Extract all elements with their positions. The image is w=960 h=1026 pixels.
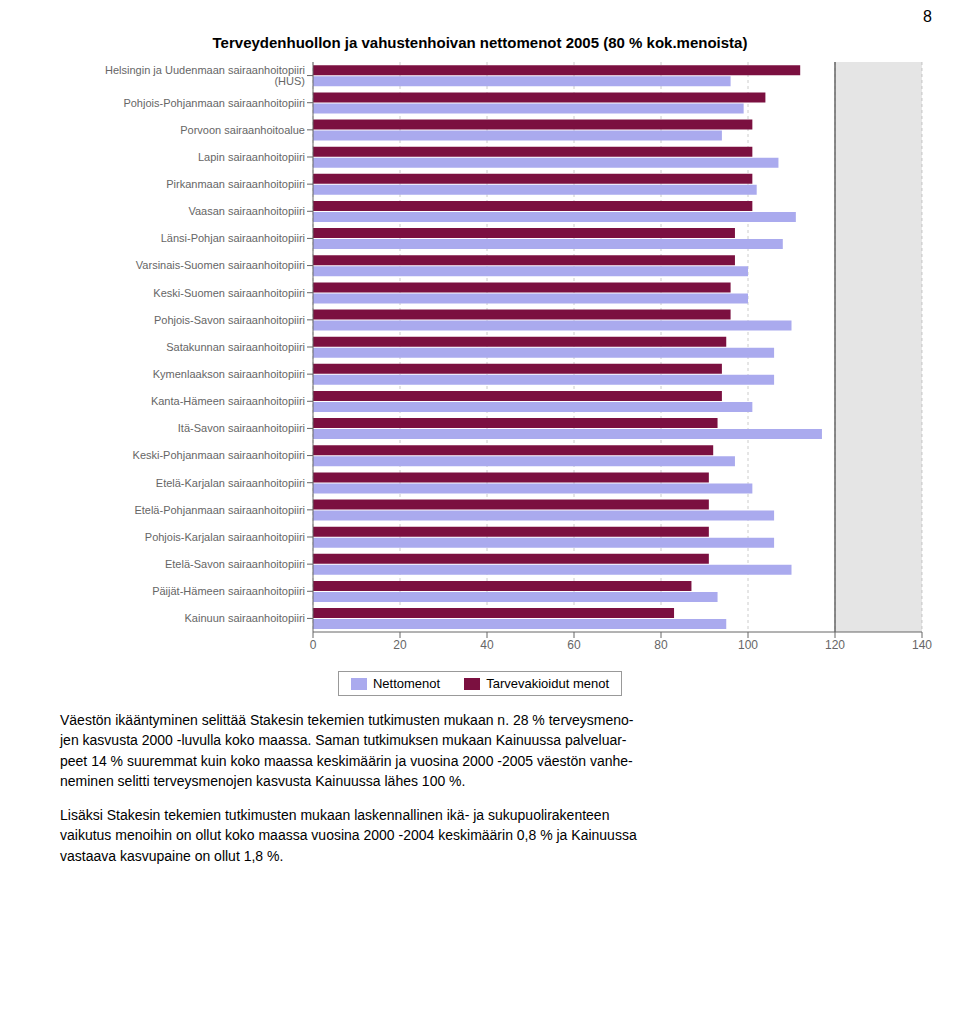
- svg-text:120: 120: [825, 638, 845, 652]
- svg-text:Itä-Savon sairaanhoitopiiri: Itä-Savon sairaanhoitopiiri: [178, 422, 305, 434]
- svg-text:140: 140: [912, 638, 932, 652]
- html-text:8: 8: [923, 8, 932, 25]
- html-text:Lisäksi Stakesin tekemien tutk: Lisäksi Stakesin tekemien tutkimusten mu…: [60, 807, 637, 864]
- html-text:Nettomenot: Nettomenot: [373, 676, 441, 691]
- svg-text:Pohjois-Karjalan sairaanhoitop: Pohjois-Karjalan sairaanhoitopiiri: [145, 531, 305, 543]
- svg-text:Kanta-Hämeen sairaanhoitopiiri: Kanta-Hämeen sairaanhoitopiiri: [151, 395, 305, 407]
- html-text:Tarvevakioidut menot: Tarvevakioidut menot: [486, 676, 609, 691]
- svg-text:Vaasan sairaanhoitopiiri: Vaasan sairaanhoitopiiri: [188, 205, 305, 217]
- svg-text:Keski-Suomen sairaanhoitopiiri: Keski-Suomen sairaanhoitopiiri: [153, 287, 305, 299]
- svg-text:Etelä-Savon sairaanhoitopiiri: Etelä-Savon sairaanhoitopiiri: [165, 558, 305, 570]
- svg-text:Etelä-Karjalan sairaanhoitopii: Etelä-Karjalan sairaanhoitopiiri: [156, 477, 305, 489]
- svg-text:40: 40: [480, 638, 494, 652]
- svg-text:Varsinais-Suomen sairaanhoitop: Varsinais-Suomen sairaanhoitopiiri: [136, 259, 305, 271]
- svg-text:Kymenlaakson sairaanhoitopiiri: Kymenlaakson sairaanhoitopiiri: [153, 368, 305, 380]
- svg-text:Satakunnan sairaanhoitopiiri: Satakunnan sairaanhoitopiiri: [166, 341, 305, 353]
- svg-text:Länsi-Pohjan sairaanhoitopiiri: Länsi-Pohjan sairaanhoitopiiri: [161, 232, 305, 244]
- svg-text:0: 0: [310, 638, 317, 652]
- svg-text:Helsingin ja Uudenmaan sairaan: Helsingin ja Uudenmaan sairaanhoitopiiri…: [105, 64, 305, 87]
- svg-text:20: 20: [393, 638, 407, 652]
- svg-text:60: 60: [567, 638, 581, 652]
- svg-text:80: 80: [654, 638, 668, 652]
- svg-text:Pirkanmaan sairaanhoitopiiri: Pirkanmaan sairaanhoitopiiri: [166, 178, 305, 190]
- svg-text:Porvoon sairaanhoitoalue: Porvoon sairaanhoitoalue: [180, 124, 305, 136]
- svg-text:Pohjois-Pohjanmaan sairaanhoit: Pohjois-Pohjanmaan sairaanhoitopiiri: [123, 97, 305, 109]
- svg-text:100: 100: [738, 638, 758, 652]
- svg-text:Pohjois-Savon sairaanhoitopiir: Pohjois-Savon sairaanhoitopiiri: [154, 314, 305, 326]
- svg-text:Lapin sairaanhoitopiiri: Lapin sairaanhoitopiiri: [198, 151, 305, 163]
- html-text:Väestön ikääntyminen selittää: Väestön ikääntyminen selittää Stakesin t…: [60, 712, 634, 789]
- svg-text:Päijät-Hämeen sairaanhoitopiir: Päijät-Hämeen sairaanhoitopiiri: [152, 585, 305, 597]
- svg-text:Kainuun sairaanhoitopiiri: Kainuun sairaanhoitopiiri: [185, 612, 305, 624]
- svg-text:Etelä-Pohjanmaan sairaanhoitop: Etelä-Pohjanmaan sairaanhoitopiiri: [134, 504, 305, 516]
- html-text:Terveydenhuollon ja vahustenho: Terveydenhuollon ja vahustenhoivan netto…: [212, 34, 748, 51]
- svg-text:Keski-Pohjanmaan sairaanhoitop: Keski-Pohjanmaan sairaanhoitopiiri: [133, 449, 305, 461]
